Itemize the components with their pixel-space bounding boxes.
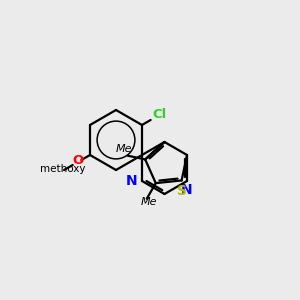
Text: S: S: [177, 184, 187, 198]
Text: Me: Me: [116, 144, 132, 154]
Text: O: O: [72, 154, 83, 167]
Text: methoxy: methoxy: [40, 164, 86, 174]
Text: Me: Me: [140, 197, 157, 207]
Text: N: N: [181, 183, 193, 197]
Text: N: N: [125, 174, 137, 188]
Text: Cl: Cl: [152, 109, 166, 122]
